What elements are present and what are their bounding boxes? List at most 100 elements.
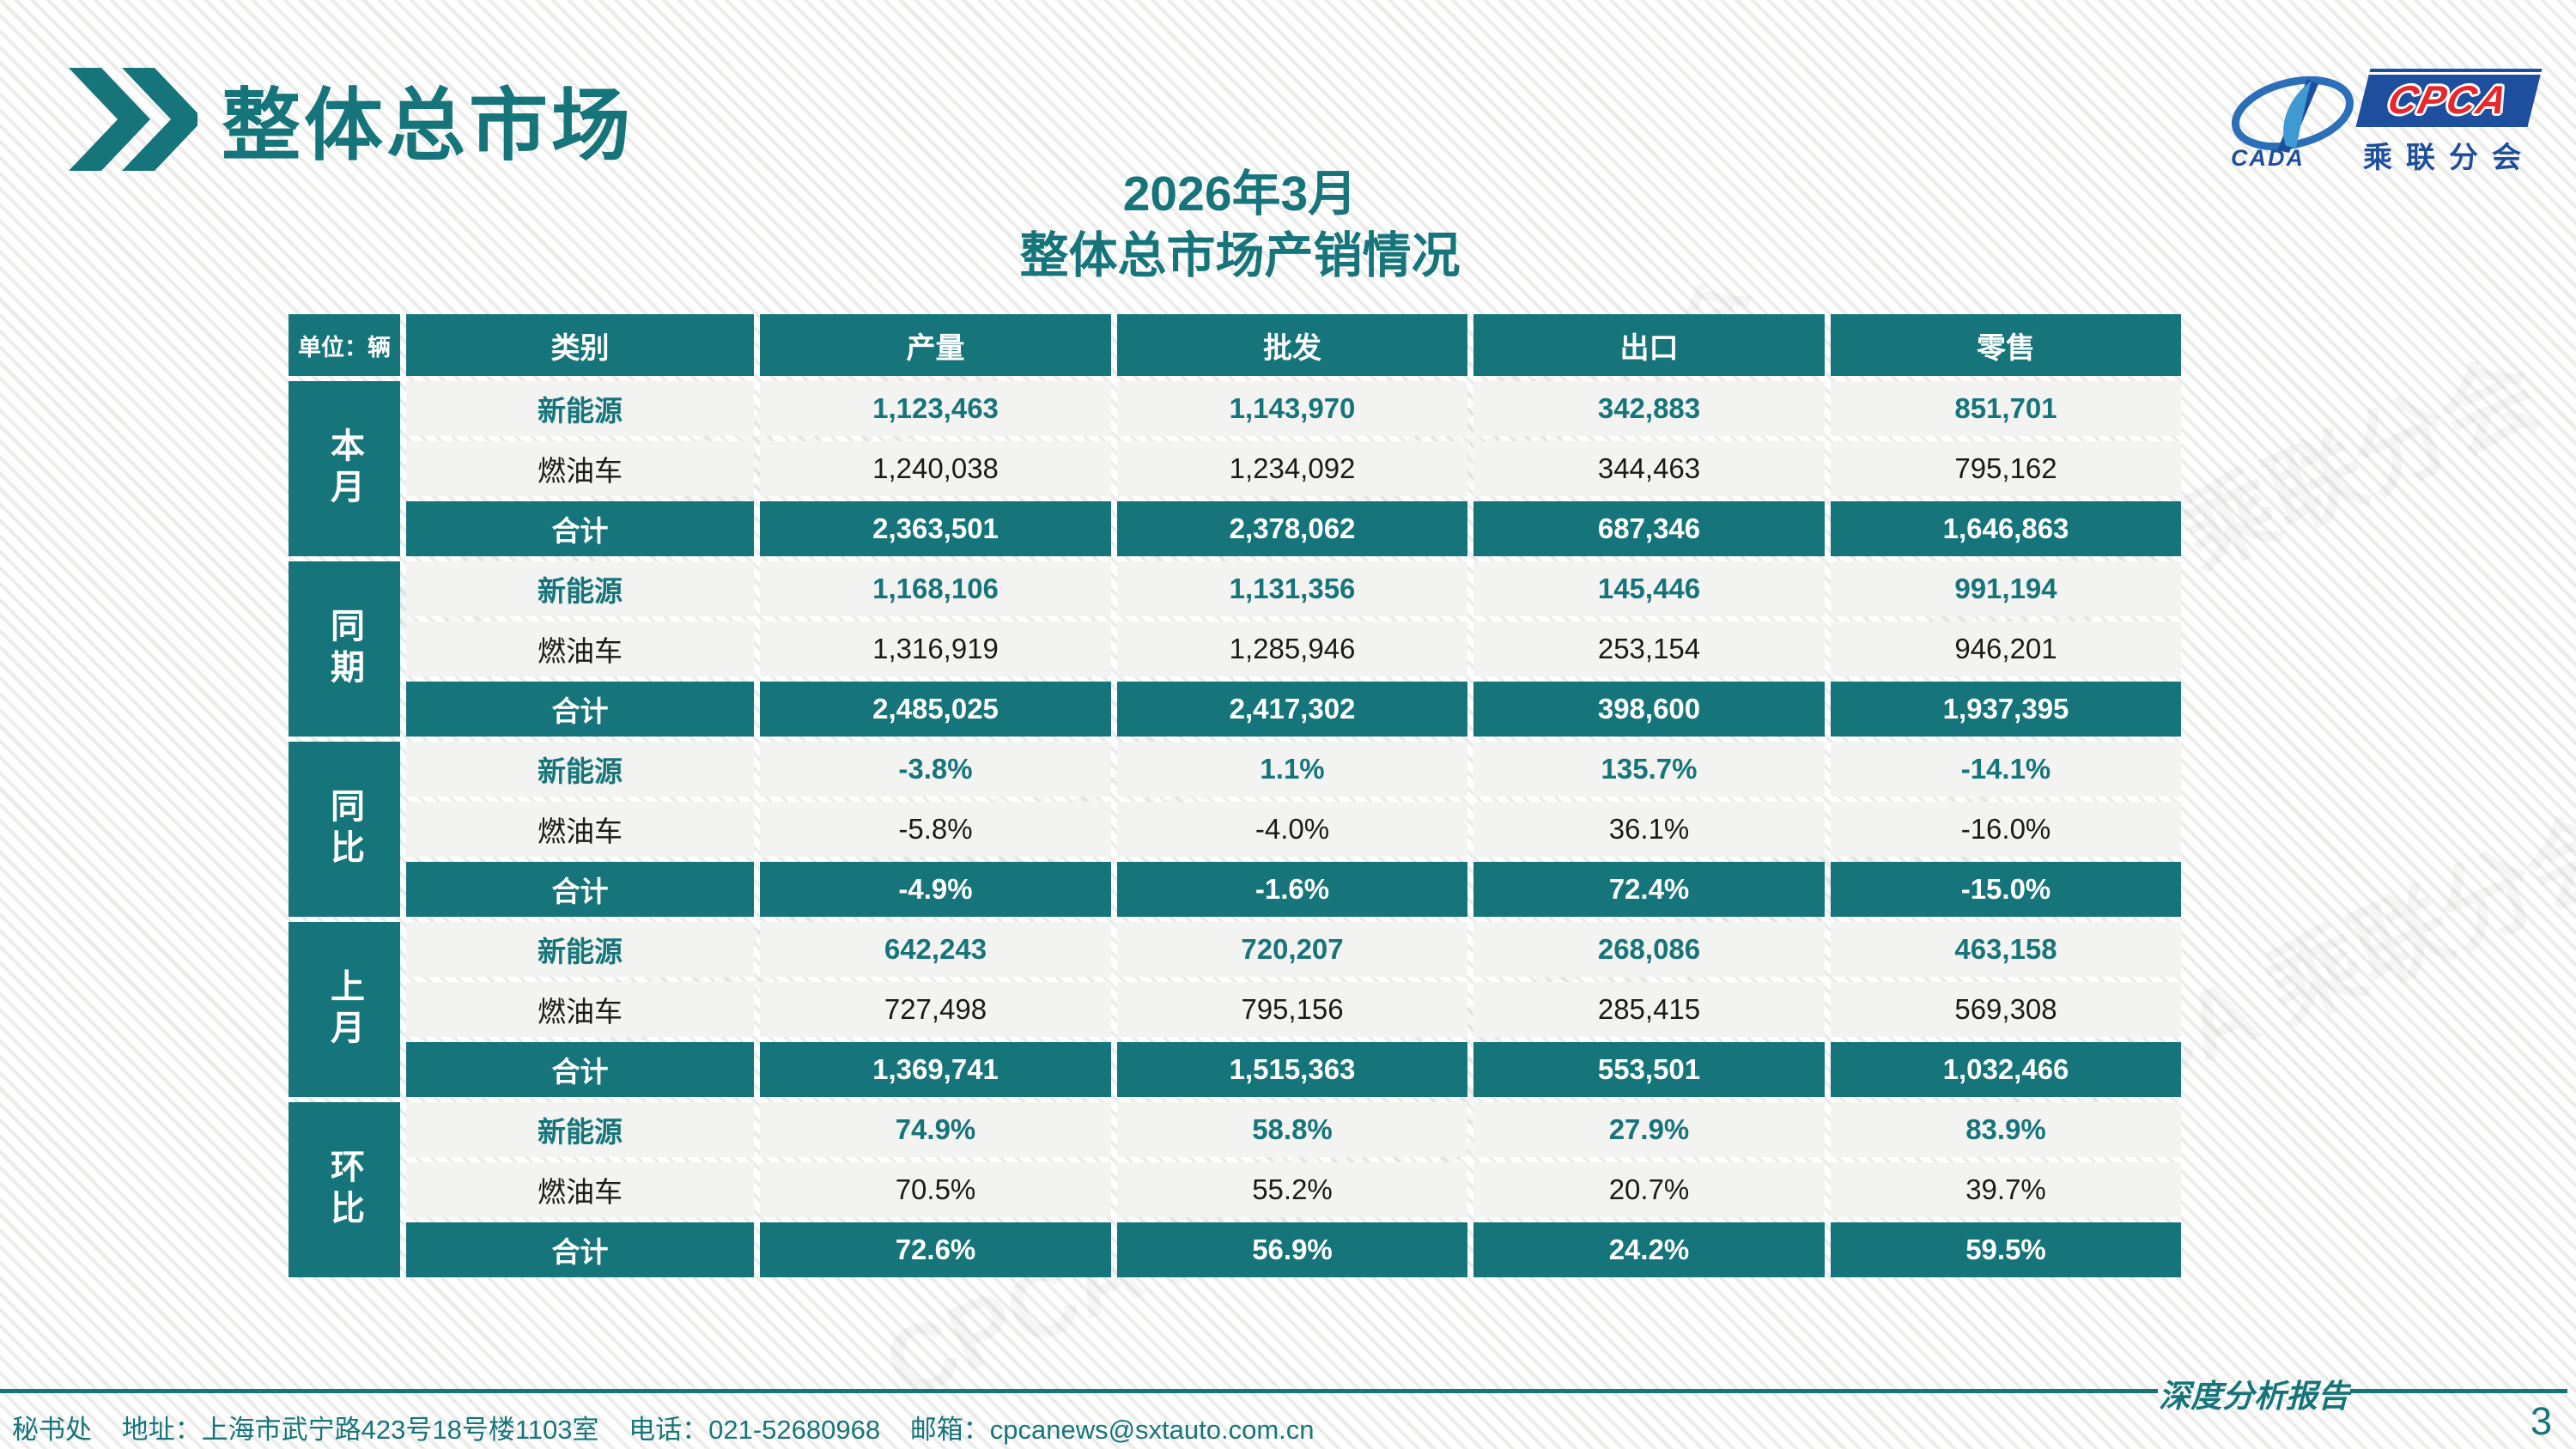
value-cell: -3.8%: [760, 742, 1111, 797]
column-header-production: 产量: [760, 314, 1111, 376]
value-cell: 285,415: [1473, 982, 1825, 1037]
value-cell: 1,168,106: [760, 561, 1111, 616]
group-label-current-month: 本月: [289, 381, 400, 556]
column-header-category: 类别: [406, 314, 754, 376]
value-cell: -5.8%: [760, 802, 1111, 857]
category-cell: 合计: [406, 1222, 754, 1277]
value-cell: 268,086: [1473, 922, 1825, 977]
unit-label-cell: 单位：辆: [289, 314, 400, 376]
address-text: 地址：上海市武宁路423号18号楼1103室: [121, 1415, 599, 1445]
value-cell: 795,156: [1117, 982, 1467, 1037]
value-cell: 727,498: [760, 982, 1111, 1037]
value-cell: 1,285,946: [1117, 621, 1467, 676]
table-row: 上月 新能源 642,243 720,207 268,086 463,158: [289, 922, 2181, 1097]
footer-contact: 秘书处 地址：上海市武宁路423号18号楼1103室 电话：021-526809…: [12, 1408, 1337, 1446]
value-cell: 1,937,395: [1831, 682, 2181, 737]
cpca-logo: CADA CPCA 乘联分会: [2226, 69, 2543, 176]
value-cell: 74.9%: [760, 1102, 1111, 1157]
category-cell: 合计: [406, 862, 754, 917]
value-cell: 2,417,302: [1117, 682, 1467, 737]
column-header-export: 出口: [1473, 314, 1825, 376]
value-cell: 58.8%: [1117, 1102, 1467, 1157]
table-title: 2026年3月 整体总市场产销情况: [288, 163, 2192, 287]
value-cell: 1,515,363: [1117, 1042, 1467, 1097]
cpca-logo-band: CPCA: [2355, 69, 2543, 127]
value-cell: 398,600: [1473, 682, 1825, 737]
value-cell: 2,363,501: [760, 501, 1111, 556]
value-cell: -1.6%: [1117, 862, 1467, 917]
value-cell: 1,234,092: [1117, 441, 1467, 496]
value-cell: 569,308: [1831, 982, 2181, 1037]
column-header-wholesale: 批发: [1117, 314, 1467, 376]
report-type-label: 深度分析报告: [2159, 1377, 2349, 1415]
category-cell: 新能源: [406, 561, 754, 616]
value-cell: 1,240,038: [760, 441, 1111, 496]
value-cell: -14.1%: [1831, 742, 2181, 797]
value-cell: 27.9%: [1473, 1102, 1825, 1157]
page-header: 整体总市场: [69, 62, 634, 176]
table-row: 合计 -4.9% -1.6% 72.4% -15.0%: [289, 862, 2181, 917]
value-cell: 1,143,970: [1117, 381, 1467, 436]
table-row: 燃油车 1,240,038 1,234,092 344,463 795,162: [289, 441, 2181, 496]
table-title-line2: 整体总市场产销情况: [1019, 228, 1461, 283]
table-row: 同期 新能源 1,168,106 1,131,356 145,446 991,1…: [289, 561, 2181, 737]
value-cell: 1,032,466: [1831, 1042, 2181, 1097]
value-cell: 1.1%: [1117, 742, 1467, 797]
value-cell: 642,243: [760, 922, 1111, 977]
value-cell: 20.7%: [1473, 1162, 1825, 1217]
cpca-branch-label: 乘联分会: [2363, 142, 2535, 174]
value-cell: 72.4%: [1473, 862, 1825, 917]
value-cell: 1,123,463: [760, 381, 1111, 436]
category-cell: 合计: [406, 501, 754, 556]
value-cell: 1,646,863: [1831, 501, 2181, 556]
email-text: 邮箱：cpcanews@sxtauto.com.cn: [909, 1415, 1315, 1445]
table-row: 合计 1,369,741 1,515,363 553,501 1,032,466: [289, 1042, 2181, 1097]
table-title-line1: 2026年3月: [1122, 167, 1358, 221]
value-cell: 253,154: [1473, 621, 1825, 676]
value-cell: 553,501: [1473, 1042, 1825, 1097]
value-cell: 851,701: [1831, 381, 2181, 436]
table-row: 合计 72.6% 56.9% 24.2% 59.5%: [289, 1222, 2181, 1277]
value-cell: 59.5%: [1831, 1222, 2181, 1277]
table-row: 燃油车 -5.8% -4.0% 36.1% -16.0%: [289, 802, 2181, 857]
value-cell: -4.0%: [1117, 802, 1467, 857]
production-sales-table: 单位：辆 类别 产量 批发 出口 零售 本月 新能源 1,123,463 1,1…: [283, 309, 2187, 1282]
category-cell: 燃油车: [406, 441, 754, 496]
cada-logo-icon: CADA: [2226, 69, 2354, 172]
table-row: 合计 2,363,501 2,378,062 687,346 1,646,863: [289, 501, 2181, 556]
double-chevron-icon: [69, 67, 197, 171]
table-row: 本月 新能源 1,123,463 1,143,970 342,883 851,7…: [289, 381, 2181, 556]
column-header-retail: 零售: [1831, 314, 2181, 376]
value-cell: 720,207: [1117, 922, 1467, 977]
category-cell: 新能源: [406, 381, 754, 436]
category-cell: 合计: [406, 1042, 754, 1097]
value-cell: 145,446: [1473, 561, 1825, 616]
group-label-same-period: 同期: [289, 561, 400, 737]
category-cell: 燃油车: [406, 621, 754, 676]
category-cell: 新能源: [406, 1102, 754, 1157]
table-row: 燃油车 70.5% 55.2% 20.7% 39.7%: [289, 1162, 2181, 1217]
footer-divider-right: [2350, 1389, 2567, 1393]
value-cell: 1,369,741: [760, 1042, 1111, 1097]
cada-logo-text: CADA: [2231, 145, 2305, 171]
value-cell: 946,201: [1831, 621, 2181, 676]
cpca-logo-text: CPCA: [2383, 77, 2514, 122]
value-cell: 36.1%: [1473, 802, 1825, 857]
value-cell: 1,316,919: [760, 621, 1111, 676]
table-row: 环比 新能源 74.9% 58.8% 27.9% 83.9%: [289, 1102, 2181, 1277]
table-row: 燃油车 727,498 795,156 285,415 569,308: [289, 982, 2181, 1037]
value-cell: 342,883: [1473, 381, 1825, 436]
category-cell: 燃油车: [406, 1162, 754, 1217]
value-cell: 70.5%: [760, 1162, 1111, 1217]
table-row: 合计 2,485,025 2,417,302 398,600 1,937,395: [289, 682, 2181, 737]
footer-divider-left: [0, 1389, 2158, 1393]
value-cell: 55.2%: [1117, 1162, 1467, 1217]
table-header-row: 单位：辆 类别 产量 批发 出口 零售: [289, 314, 2181, 376]
table-row: 燃油车 1,316,919 1,285,946 253,154 946,201: [289, 621, 2181, 676]
category-cell: 新能源: [406, 742, 754, 797]
value-cell: 463,158: [1831, 922, 2181, 977]
value-cell: 72.6%: [760, 1222, 1111, 1277]
value-cell: 991,194: [1831, 561, 2181, 616]
value-cell: -15.0%: [1831, 862, 2181, 917]
category-cell: 燃油车: [406, 802, 754, 857]
